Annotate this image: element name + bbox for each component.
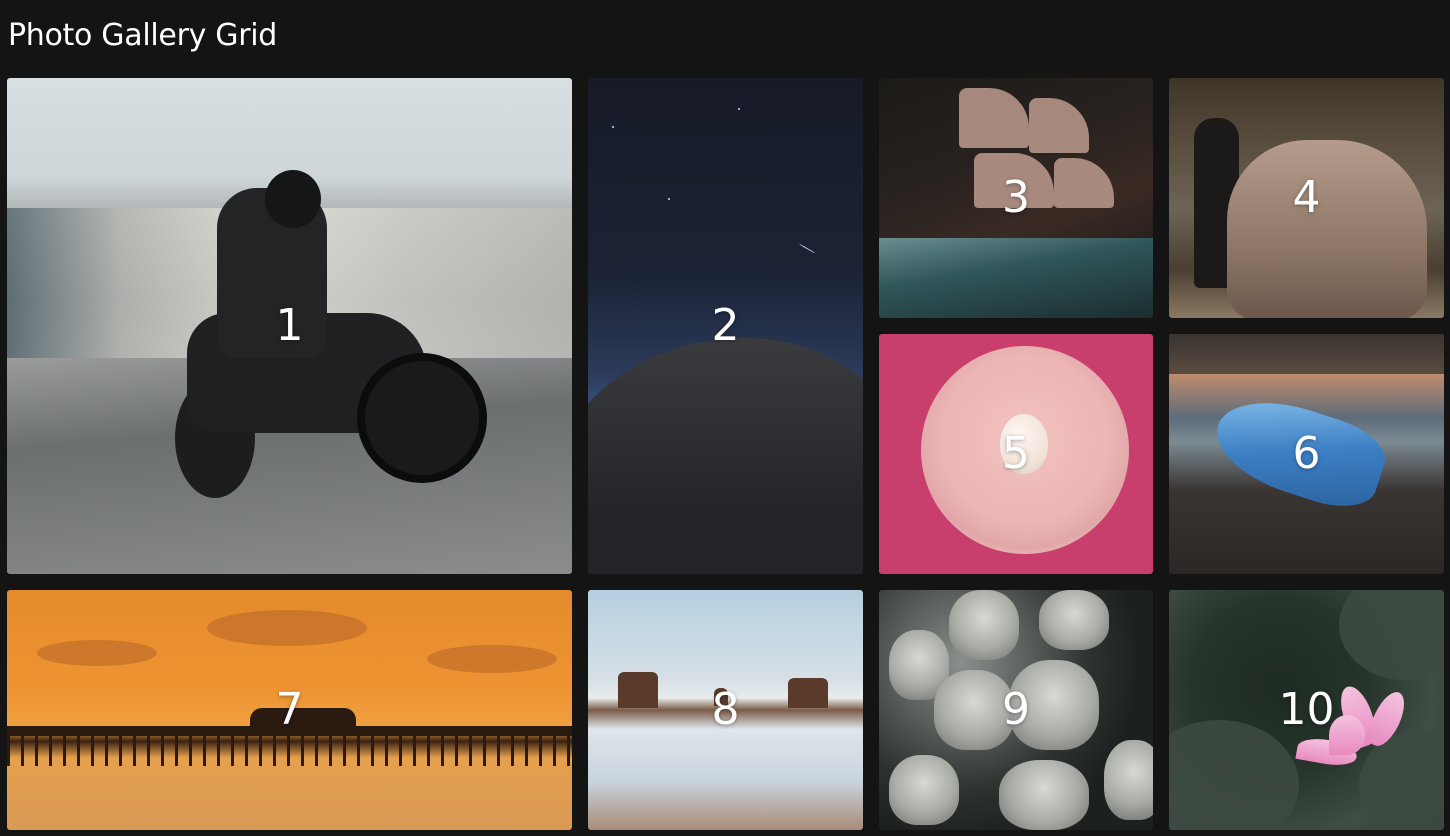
tile-number: 10	[1278, 684, 1335, 735]
photo-detail	[612, 126, 614, 128]
photo-detail	[1104, 740, 1153, 820]
gallery-tile-1[interactable]: 1	[7, 78, 572, 574]
page-title: Photo Gallery Grid	[8, 18, 278, 53]
gallery-tile-9[interactable]: 9	[879, 590, 1153, 830]
gallery-tile-5[interactable]: 5	[879, 334, 1153, 574]
photo-detail	[1329, 715, 1365, 755]
gallery-tile-7[interactable]: 7	[7, 590, 572, 830]
photo-detail	[1339, 590, 1444, 680]
photo-detail	[798, 243, 816, 254]
photo-detail	[618, 672, 658, 708]
photo-detail	[959, 88, 1029, 148]
photo-detail	[250, 708, 356, 728]
gallery-tile-2[interactable]: 2	[588, 78, 863, 574]
photo-detail	[265, 170, 321, 228]
photo-detail	[949, 590, 1019, 660]
photo-detail	[1169, 334, 1444, 374]
photo-detail	[668, 198, 670, 200]
photo-detail	[788, 678, 828, 708]
gallery-tile-4[interactable]: 4	[1169, 78, 1444, 318]
photo-detail	[714, 688, 728, 706]
photo-gallery-grid: 1 2 3 4 5 6 7	[7, 78, 1444, 830]
photo-detail	[1169, 720, 1299, 830]
photo-detail	[1359, 730, 1444, 830]
photo-detail	[1205, 384, 1393, 519]
gallery-tile-3[interactable]: 3	[879, 78, 1153, 318]
photo-detail	[357, 353, 487, 483]
gallery-tile-8[interactable]: 8	[588, 590, 863, 830]
photo-detail	[207, 610, 367, 646]
photo-detail	[879, 238, 1153, 318]
photo-detail	[999, 760, 1089, 830]
photo-detail	[588, 338, 863, 574]
gallery-tile-6[interactable]: 6	[1169, 334, 1444, 574]
photo-detail	[738, 108, 740, 110]
photo-detail	[7, 726, 572, 736]
photo-detail	[974, 153, 1054, 208]
photo-detail	[1039, 590, 1109, 650]
gallery-tile-10[interactable]: 10	[1169, 590, 1444, 830]
photo-detail	[1054, 158, 1114, 208]
photo-detail	[1029, 98, 1089, 153]
photo-detail	[1227, 140, 1427, 318]
photo-detail	[1000, 414, 1048, 474]
photo-detail	[427, 645, 557, 673]
photo-detail	[934, 670, 1014, 750]
photo-detail	[1009, 660, 1099, 750]
photo-detail	[889, 755, 959, 825]
photo-detail	[7, 736, 572, 766]
photo-detail	[37, 640, 157, 666]
